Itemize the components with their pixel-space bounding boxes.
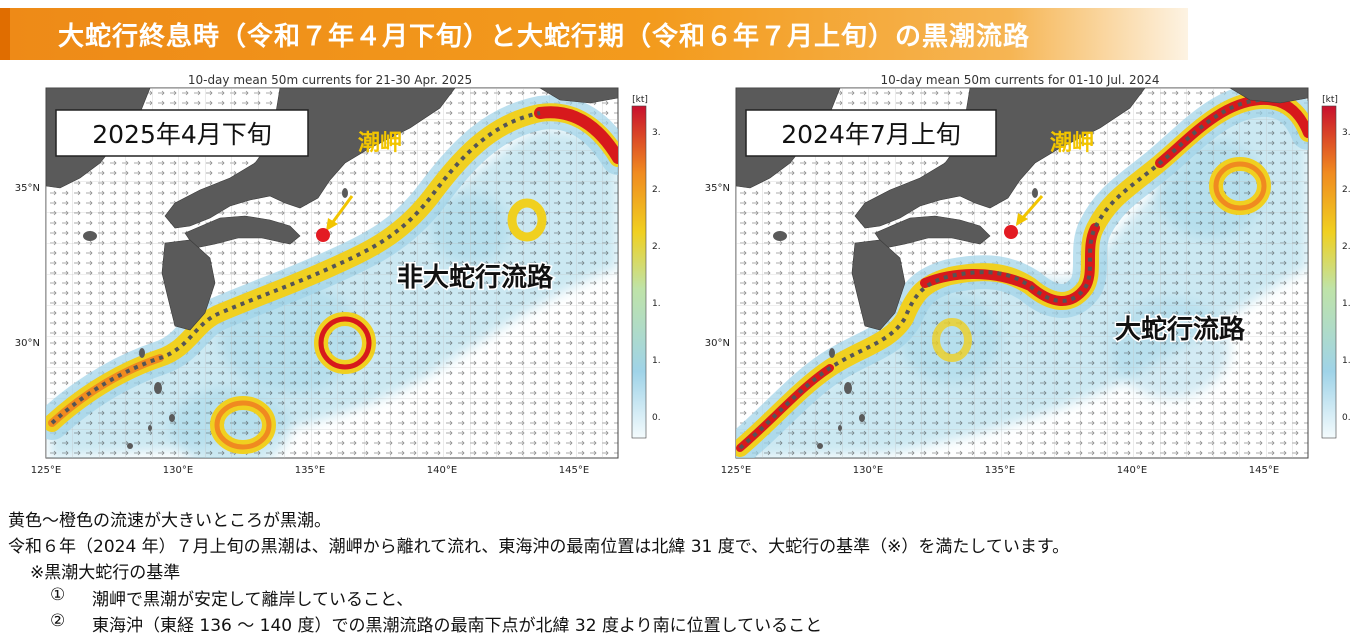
pointer-arrowhead [326,218,338,231]
note-line-1: 黄色～橙色の流速が大きいところが黒潮。 [8,511,331,531]
map-panel-2025: 10-day mean 50m currents for 21-30 Apr. … [0,68,660,488]
colorbar-tick: 3.0 [652,128,660,138]
eddy-core [214,400,272,450]
land-islands [773,188,1038,449]
chart-title: 10-day mean 50m currents for 21-30 Apr. … [188,73,472,87]
map-svg-2025: 10-day mean 50m currents for 21-30 Apr. … [15,73,660,476]
kuroshio-strong-west [48,354,164,427]
colorbar-tick: 1.0 [652,356,660,366]
x-tick: 130°E [853,465,883,476]
y-tick: 35°N [705,183,730,194]
pointer-arrow [328,195,354,227]
title-accent [0,8,10,60]
pointer-arrowhead [1016,213,1028,226]
x-tick: 135°E [985,465,1015,476]
period-label-box [55,109,309,157]
colorbar-unit: [kt] [632,95,648,105]
eddy-ring [932,318,972,362]
x-tick: 145°E [1249,465,1279,476]
colorbar [631,105,647,439]
colorbar-tick: 2.5 [1342,185,1350,195]
note-line-2: 令和６年（2024 年）７月上旬の黒潮は、潮岬から離れて流れ、東海沖の最南位置は… [8,537,1070,557]
eddy-core [318,316,372,370]
note-item-2: 東海沖（東経 136 ～ 140 度）での黒潮流路の最南下点が北緯 32 度より… [92,616,823,636]
path-label: 非大蛇行流路 [397,262,554,293]
x-tick: 125°E [721,465,751,476]
x-tick: 130°E [163,465,193,476]
colorbar-tick: 2.0 [1342,242,1350,252]
note-item-1: 潮岬で黒潮が安定して離岸していること、 [92,590,414,610]
eddy-core [1213,161,1267,211]
place-label: 潮岬 [358,131,402,156]
kuroshio-strong [534,106,618,164]
colorbar-tick: 0.5 [1342,413,1350,423]
colorbar [1321,105,1337,439]
x-tick: 135°E [295,465,325,476]
location-marker [1004,225,1018,239]
land-islands [83,188,348,449]
x-tick: 140°E [1117,465,1147,476]
note-item-1-number: ① [50,585,66,605]
period-label-box [745,109,997,157]
colorbar-tick: 2.5 [652,185,660,195]
y-tick: 35°N [15,183,40,194]
period-label: 2024年7月上旬 [781,120,961,149]
title-bar: 大蛇行終息時（令和７年４月下旬）と大蛇行期（令和６年７月上旬）の黒潮流路 [0,8,1188,60]
location-marker [316,228,330,242]
period-label: 2025年4月下旬 [92,120,272,149]
note-criteria-heading: ※黒潮大蛇行の基準 [30,563,181,583]
map-svg-2024: 10-day mean 50m currents for 01-10 Jul. … [705,73,1350,476]
colorbar-unit: [kt] [1322,95,1338,105]
colorbar-tick: 3.0 [1342,128,1350,138]
y-tick: 30°N [705,338,730,349]
colorbar-tick: 1.5 [652,299,660,309]
y-tick: 30°N [15,338,40,349]
place-label: 潮岬 [1050,131,1094,156]
eddy-ring [507,198,547,242]
x-tick: 145°E [559,465,589,476]
x-tick: 125°E [31,465,61,476]
colorbar-tick: 1.0 [1342,356,1350,366]
colorbar-tick: 0.5 [652,413,660,423]
path-label: 大蛇行流路 [1115,314,1246,345]
colorbar-tick: 2.0 [652,242,660,252]
map-panel-2024: 10-day mean 50m currents for 01-10 Jul. … [690,68,1350,488]
x-tick: 140°E [427,465,457,476]
note-item-2-number: ② [50,611,66,631]
colorbar-tick: 1.5 [1342,299,1350,309]
page-title: 大蛇行終息時（令和７年４月下旬）と大蛇行期（令和６年７月上旬）の黒潮流路 [58,22,1031,52]
chart-title: 10-day mean 50m currents for 01-10 Jul. … [880,73,1159,87]
